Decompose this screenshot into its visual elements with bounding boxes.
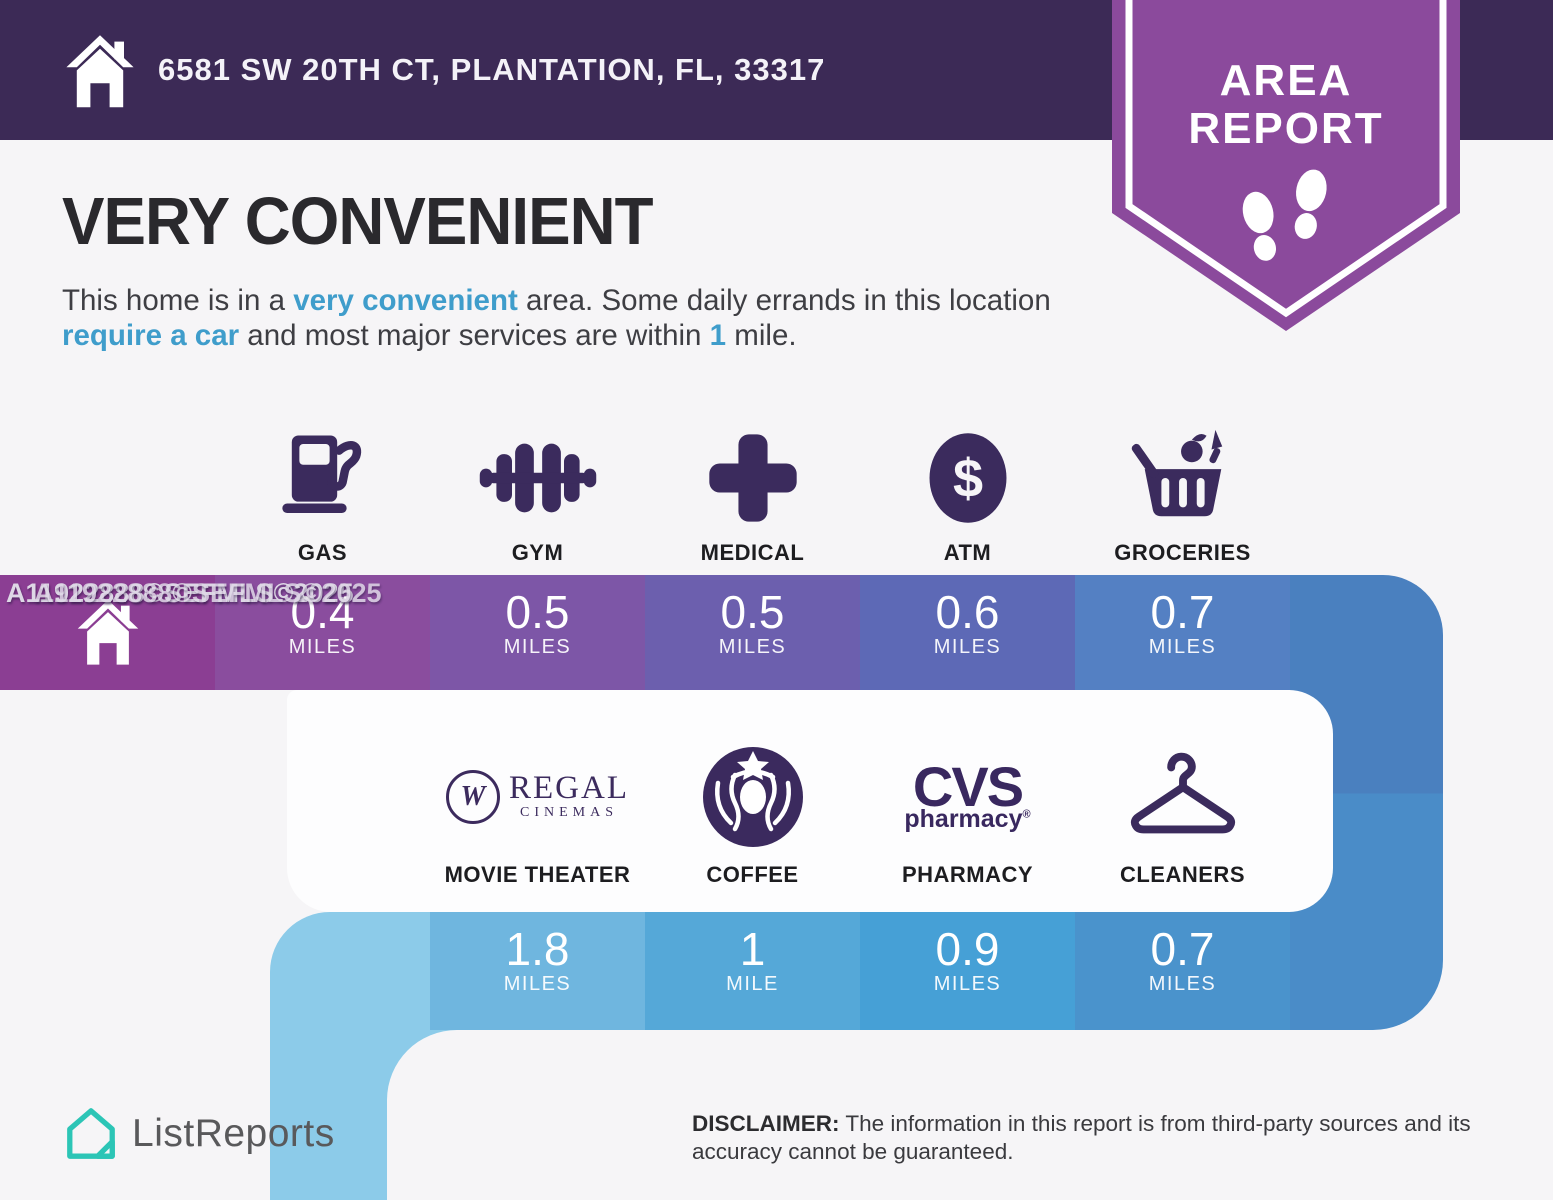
brand-movie-theater: W REGAL CINEMAS MOVIE THEATER [430, 736, 645, 888]
hanger-icon [1130, 752, 1235, 834]
amenity-groceries: GROCERIES [1075, 416, 1290, 566]
brand-label: COFFEE [706, 862, 799, 887]
page-title: VERY CONVENIENT [62, 184, 654, 259]
regal-mark-icon: W [446, 770, 500, 824]
home-segment [0, 575, 215, 690]
amenity-label: MEDICAL [700, 540, 805, 565]
summary-text: This home is in a very convenient area. … [62, 284, 1051, 353]
brand-label: MOVIE THEATER [444, 862, 631, 887]
regal-cinemas-logo: W REGAL CINEMAS [446, 770, 629, 824]
brand-pharmacy: CVS pharmacy® PHARMACY [860, 736, 1075, 888]
distance-segment: 1.8 MILES [430, 912, 645, 1030]
distance-segment: 0.7 MILES [1075, 912, 1290, 1030]
disclaimer: DISCLAIMER: The information in this repo… [692, 1111, 1471, 1165]
path-left-strip [270, 1020, 387, 1200]
amenity-medical: MEDICAL [645, 416, 860, 566]
home-icon [77, 599, 138, 665]
amenity-label: GROCERIES [1114, 540, 1251, 565]
dumbbell-icon [479, 443, 596, 513]
distance-segment: 1 MILE [645, 912, 860, 1030]
property-address: 6581 SW 20TH CT, PLANTATION, FL, 33317 [158, 52, 826, 87]
highlight-very-convenient: very convenient [293, 284, 518, 317]
amenity-gas: GAS [215, 416, 430, 566]
highlight-require-a-car: require a car [62, 319, 240, 353]
amenity-atm: $ ATM [860, 416, 1075, 566]
home-icon [66, 35, 134, 108]
highlight-one: 1 [709, 319, 727, 353]
gas-pump-icon [281, 435, 361, 513]
amenity-label: GYM [511, 540, 564, 565]
amenity-label: GAS [297, 540, 348, 565]
svg-text:$: $ [952, 449, 982, 509]
listreports-wordmark: ListReports [132, 1112, 335, 1155]
medical-cross-icon [708, 434, 797, 522]
brand-coffee: COFFEE [645, 736, 860, 888]
path-left-elbow [270, 912, 430, 1030]
area-report-badge: AREA REPORT [1112, 0, 1460, 331]
cvs-pharmacy-logo: CVS pharmacy® [904, 754, 1031, 834]
distance-segment: 0.5 MILES [645, 575, 860, 690]
path-corner-notch [387, 1030, 527, 1170]
brand-label: PHARMACY [901, 862, 1034, 887]
badge-line1: AREA [1220, 56, 1353, 105]
brand-cleaners: CLEANERS [1075, 736, 1290, 888]
distance-segment: 0.7 MILES [1075, 575, 1290, 690]
badge-line2: REPORT [1188, 104, 1383, 153]
amenity-gym: GYM [430, 416, 645, 566]
footprints-icon [1242, 169, 1327, 261]
brand-label: CLEANERS [1119, 862, 1245, 887]
distance-segment: 0.6 MILES [860, 575, 1075, 690]
distance-segment: 0.5 MILES [430, 575, 645, 690]
starbucks-siren-icon [702, 747, 803, 847]
distance-segment: 0.9 MILES [860, 912, 1075, 1030]
listreports-house-icon [67, 1108, 115, 1159]
grocery-basket-icon [1131, 429, 1222, 517]
amenity-label: ATM [943, 540, 992, 565]
dollar-circle-icon: $ [929, 433, 1006, 523]
distance-segment: 0.4 MILES [215, 575, 430, 690]
listreports-logo: ListReports [64, 1106, 335, 1162]
